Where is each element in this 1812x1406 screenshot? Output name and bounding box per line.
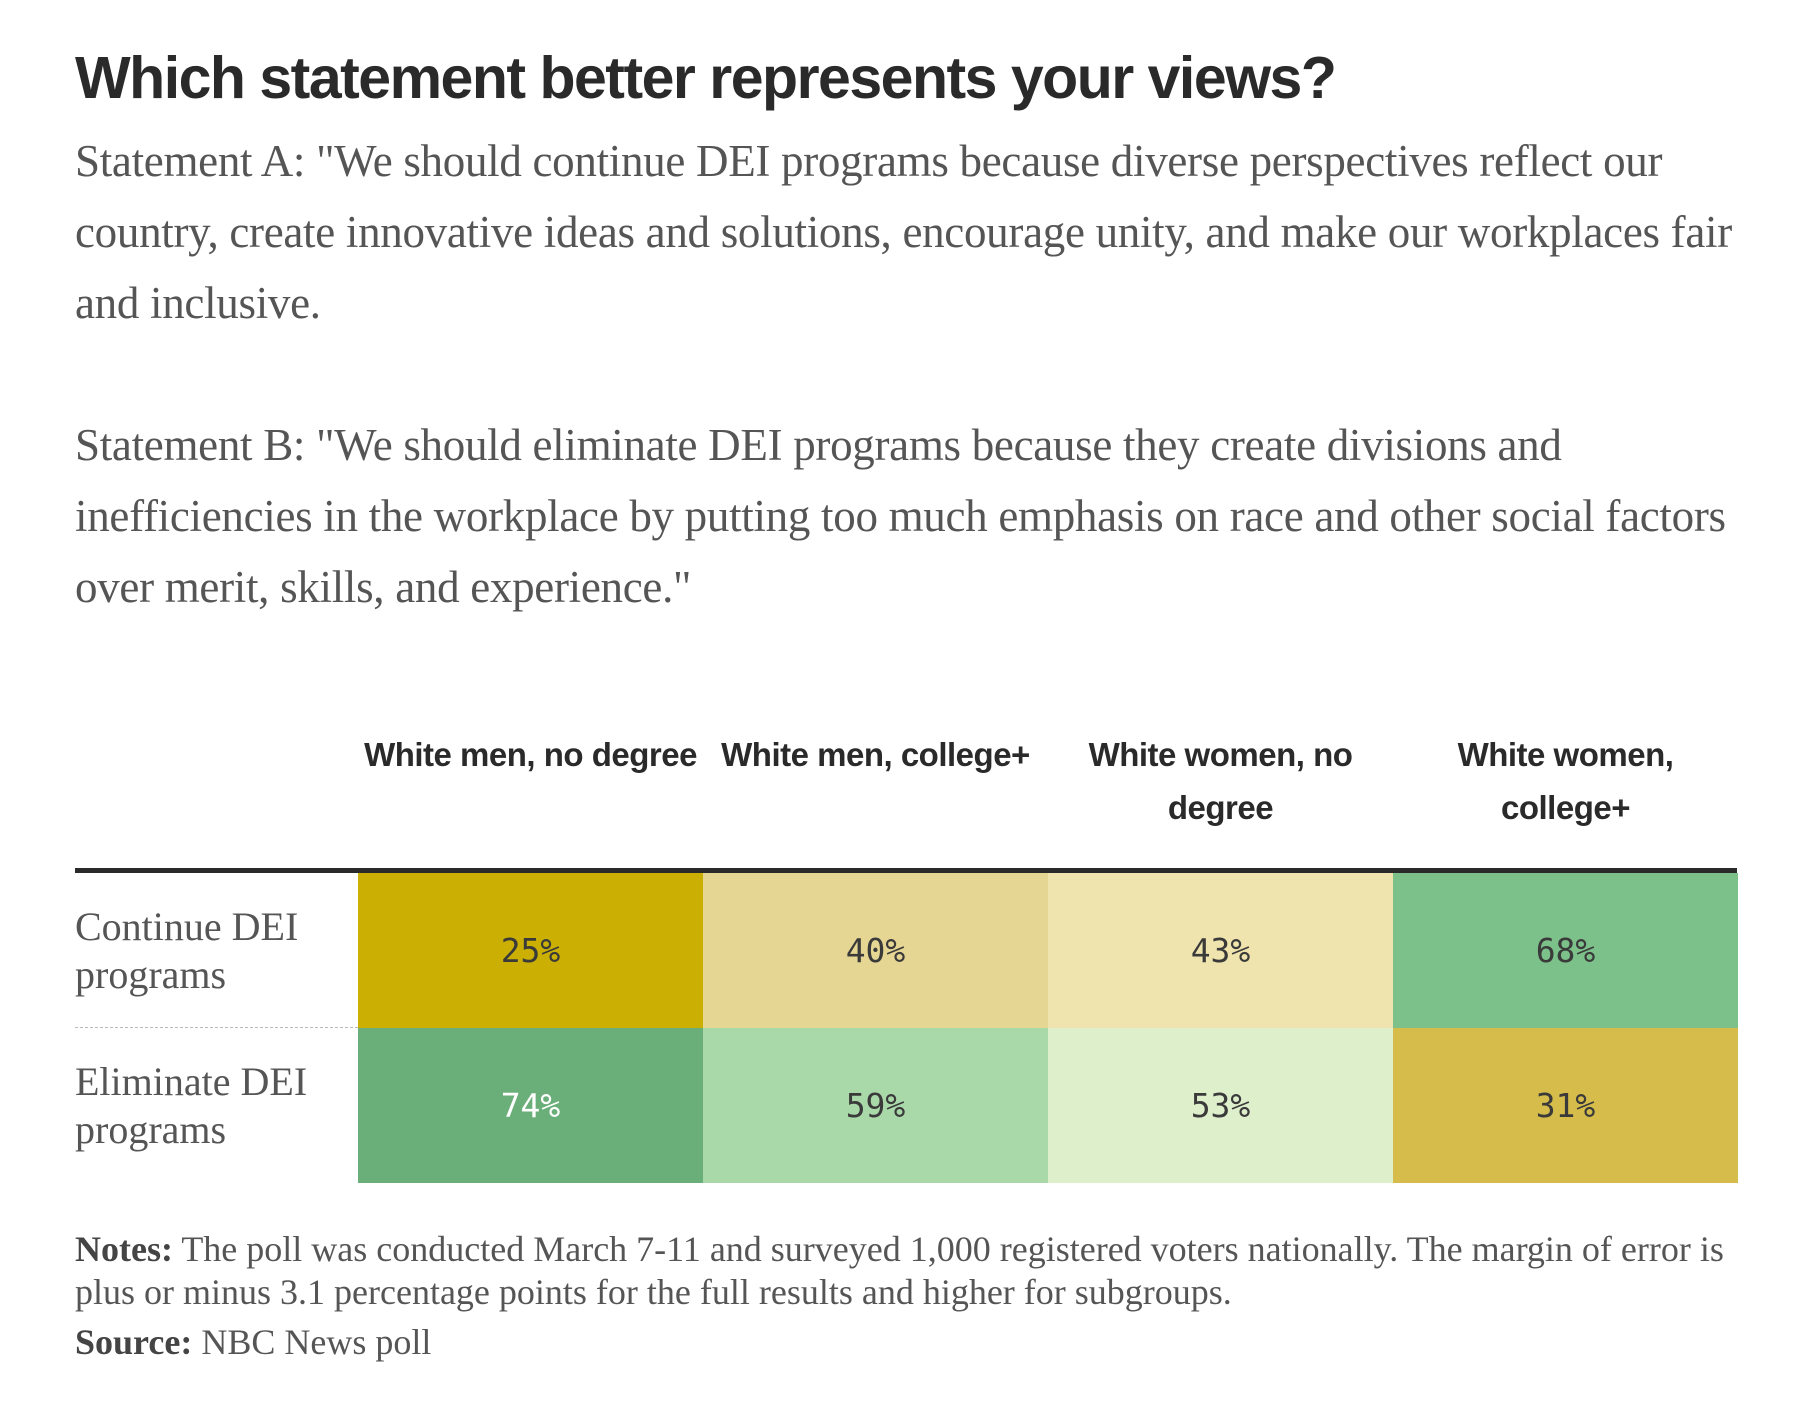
notes-text: The poll was conducted March 7-11 and su…	[75, 1229, 1724, 1312]
notes-label: Notes:	[75, 1229, 173, 1269]
row-label-eliminate: Eliminate DEI programs	[75, 1059, 308, 1152]
heatmap-table: White men, no degree White men, college+…	[75, 728, 1738, 1183]
row-divider	[75, 1027, 358, 1028]
header-rule	[75, 868, 1737, 873]
heatmap-cell-eliminate-white-women-no-degree: 53%	[1048, 1028, 1393, 1183]
heatmap-cell-continue-white-men-no-degree: 25%	[358, 873, 703, 1028]
column-header-row: White men, no degree White men, college+…	[75, 728, 1737, 868]
source-label: Source:	[75, 1322, 193, 1362]
heatmap-cell-continue-white-men-college: 40%	[703, 873, 1048, 1028]
heatmap-cell-continue-white-women-no-degree: 43%	[1048, 873, 1393, 1028]
column-header-white-women-no-degree: White women, no degree	[1088, 736, 1353, 826]
source-text: NBC News poll	[192, 1322, 432, 1362]
heatmap-cell-eliminate-white-men-no-degree: 74%	[358, 1028, 703, 1183]
chart-source: Source: NBC News poll	[75, 1321, 431, 1364]
chart-notes: Notes: The poll was conducted March 7-11…	[75, 1228, 1737, 1314]
chart-title: Which statement better represents your v…	[75, 45, 1337, 111]
column-header-white-women-college: White women, college+	[1457, 736, 1674, 826]
column-header-white-men-no-degree: White men, no degree	[364, 736, 697, 773]
heatmap-cell-eliminate-white-men-college: 59%	[703, 1028, 1048, 1183]
heatmap-row-eliminate: Eliminate DEI programs 74% 59% 53% 31%	[75, 1028, 1738, 1183]
heatmap-row-continue: Continue DEI programs 25% 40% 43% 68%	[75, 873, 1738, 1028]
statement-b: Statement B: "We should eliminate DEI pr…	[75, 420, 1726, 612]
statement-a: Statement A: "We should continue DEI pro…	[75, 136, 1732, 328]
heatmap-cell-continue-white-women-college: 68%	[1393, 873, 1738, 1028]
row-label-continue: Continue DEI programs	[75, 904, 299, 997]
heatmap-cell-eliminate-white-women-college: 31%	[1393, 1028, 1738, 1183]
column-header-white-men-college: White men, college+	[721, 736, 1030, 773]
